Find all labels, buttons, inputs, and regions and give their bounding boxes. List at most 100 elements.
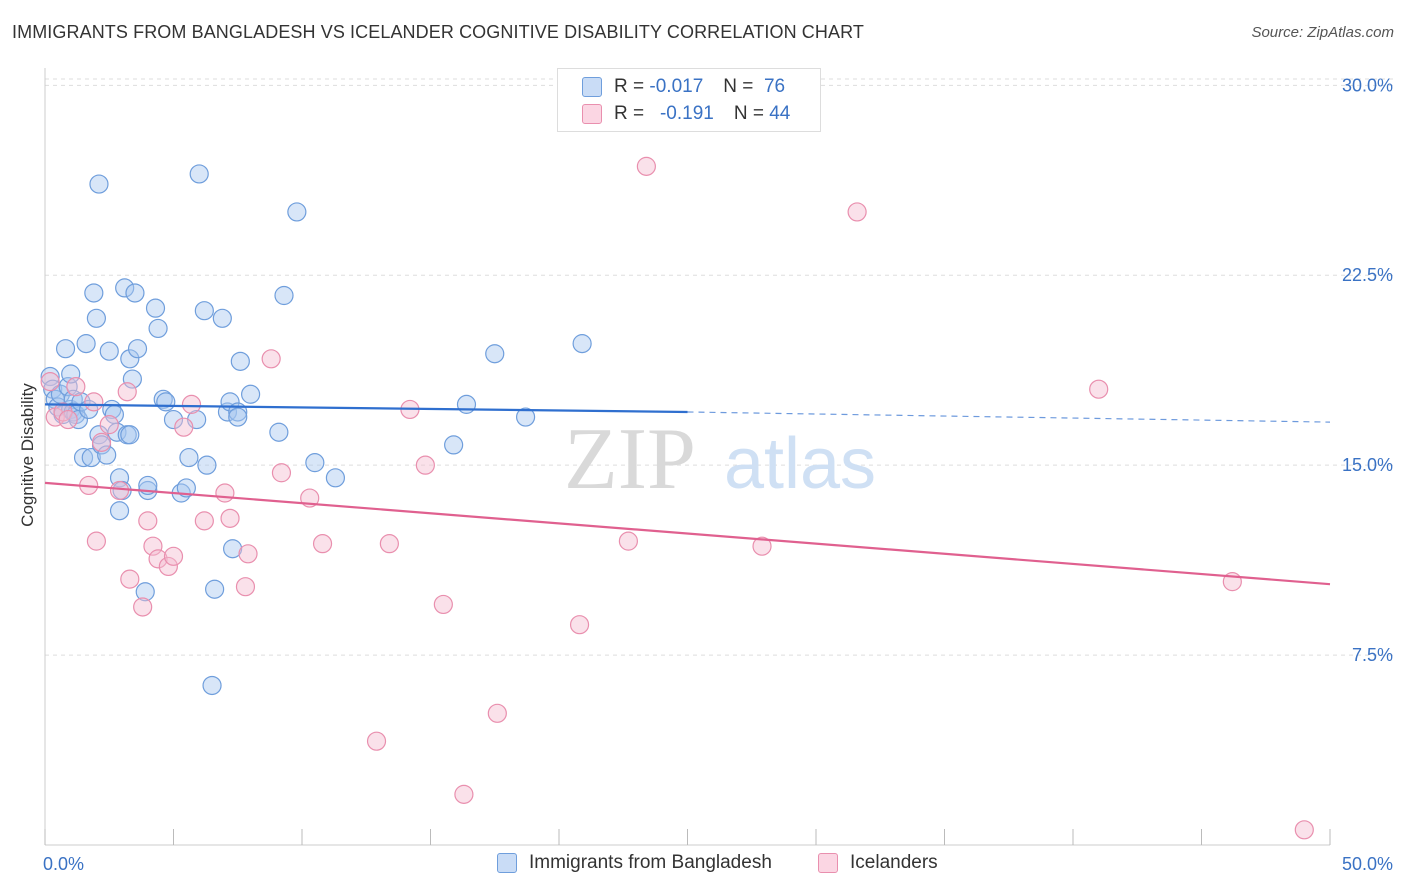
data-point (153, 389, 173, 409)
data-point (241, 384, 261, 404)
data-point (81, 447, 101, 468)
x-tick-label: 0.0% (43, 854, 84, 874)
legend-n-label: N = (723, 76, 754, 97)
data-point (215, 483, 235, 503)
data-point (269, 422, 289, 442)
data-point (274, 285, 294, 306)
trend-lines (44, 403, 1331, 586)
watermark-zip: ZIP (564, 411, 696, 508)
data-point (212, 308, 232, 328)
data-point (433, 594, 453, 615)
data-point (115, 278, 135, 298)
data-point (618, 531, 638, 551)
data-point (58, 409, 78, 430)
data-point (485, 344, 505, 364)
watermark-atlas: atlas (724, 424, 876, 504)
data-point (76, 334, 96, 354)
legend-n-label: N = (733, 103, 764, 124)
y-tick-label: 7.5% (1352, 645, 1393, 665)
data-point (176, 478, 196, 498)
tick-labels: 7.5% 15.0% 22.5% 30.0% 0.0% 50.0% (43, 75, 1393, 874)
chart-title: IMMIGRANTS FROM BANGLADESH VS ICELANDER … (12, 22, 864, 42)
data-point (572, 334, 592, 354)
axes (44, 68, 1331, 846)
data-point (1294, 820, 1314, 840)
data-point (223, 539, 243, 559)
data-point (158, 556, 178, 577)
data-point (220, 508, 240, 528)
data-point (752, 536, 772, 556)
stats-legend: R = -0.017 N = 76 R = -0.191 N = 44 (557, 68, 821, 132)
data-point (515, 407, 536, 427)
data-point (379, 534, 399, 554)
data-point (454, 784, 474, 804)
data-point (84, 283, 104, 303)
legend-swatch-pink (582, 104, 602, 124)
legend-r-label: R = (614, 103, 645, 124)
data-point (271, 463, 292, 483)
data-point (86, 531, 107, 551)
data-point (194, 511, 214, 531)
data-point (120, 425, 140, 445)
trend-line-bangladesh (44, 403, 688, 414)
data-point (84, 392, 104, 412)
data-point (1089, 379, 1109, 399)
data-point (99, 341, 119, 361)
data-point (127, 339, 148, 359)
legend-label-icelanders: Icelanders (850, 852, 938, 873)
data-point (61, 364, 81, 384)
data-point (40, 366, 60, 387)
data-point (847, 202, 867, 222)
data-point (163, 546, 184, 566)
data-point (109, 480, 130, 501)
data-point (636, 156, 656, 176)
data-point (197, 455, 217, 475)
legend-r-value: -0.191 (659, 103, 714, 124)
data-point (261, 349, 281, 369)
data-point (487, 703, 507, 723)
data-point (456, 394, 477, 414)
data-point (55, 339, 76, 359)
data-point (238, 544, 258, 564)
series-bangladesh (40, 164, 592, 696)
trend-line-bangladesh-extrapolated (687, 411, 1331, 423)
data-point (179, 447, 199, 468)
data-point (138, 511, 158, 531)
data-point (163, 409, 184, 430)
data-point (156, 392, 176, 412)
data-point (312, 534, 333, 554)
data-point (86, 308, 107, 328)
source-label: Source: ZipAtlas.com (1251, 24, 1394, 41)
legend-label-bangladesh: Immigrants from Bangladesh (529, 852, 772, 873)
data-point (145, 298, 166, 318)
data-point (109, 501, 130, 521)
data-point (202, 675, 222, 696)
legend-r-label: R = (614, 76, 645, 97)
data-point (325, 468, 346, 488)
data-point (174, 417, 194, 437)
data-point (228, 407, 248, 427)
data-point (415, 455, 435, 475)
data-point (40, 371, 60, 392)
data-point (97, 445, 117, 465)
data-point (91, 432, 112, 452)
data-point (89, 174, 109, 194)
legend-n-value: 44 (769, 103, 791, 124)
legend-swatch-blue (497, 853, 517, 873)
legend-row-bangladesh: R = -0.017 N = 76 (582, 74, 785, 100)
data-point (444, 435, 464, 455)
data-point (120, 349, 140, 369)
data-point (73, 447, 94, 468)
data-point (305, 453, 325, 473)
data-point (135, 582, 155, 602)
data-point (181, 394, 202, 414)
data-point (120, 569, 140, 589)
legend-r-value: -0.017 (649, 76, 704, 97)
y-tick-label: 30.0% (1342, 75, 1393, 95)
data-point (366, 731, 387, 751)
data-point (117, 382, 137, 402)
data-point (235, 577, 256, 597)
y-tick-label: 22.5% (1342, 265, 1393, 285)
data-point (569, 615, 590, 635)
data-point (205, 579, 225, 599)
